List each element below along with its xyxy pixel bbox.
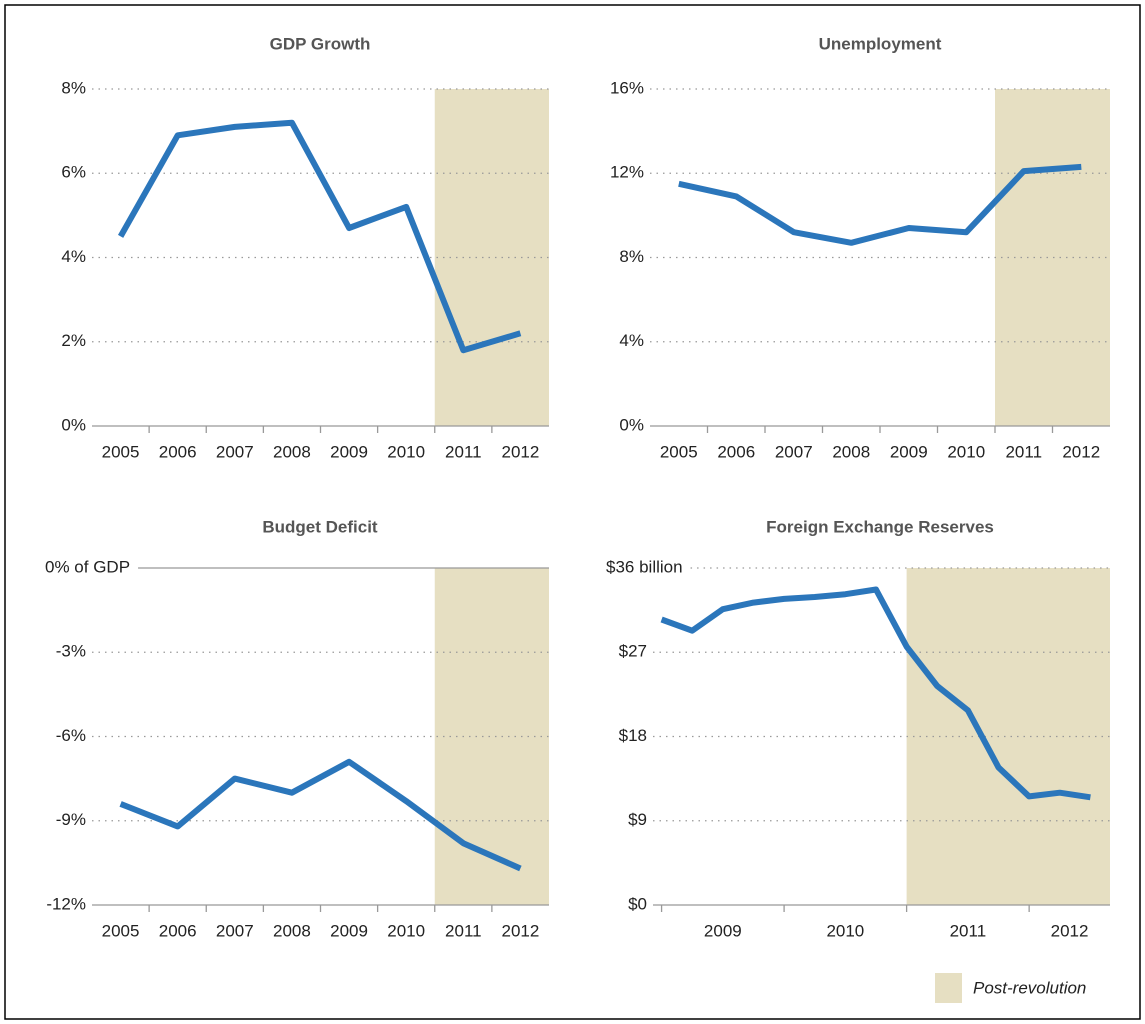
x-tick-label: 2006 — [159, 921, 197, 940]
x-tick-label: 2010 — [947, 442, 985, 461]
x-tick-label: 2008 — [273, 442, 311, 461]
y-tick-label: 12% — [610, 163, 644, 182]
x-tick-label: 2011 — [445, 921, 482, 940]
y-tick-label: 6% — [61, 163, 86, 182]
y-tick-label: 0% — [619, 415, 644, 434]
y-tick-label: 8% — [619, 247, 644, 266]
chart-title: Unemployment — [819, 34, 942, 53]
y-tick-label: 4% — [619, 331, 644, 350]
x-tick-label: 2008 — [273, 921, 311, 940]
x-tick-label: 2012 — [502, 921, 540, 940]
y-tick-label: $0 — [628, 894, 647, 913]
x-tick-label: 2011 — [445, 442, 482, 461]
x-tick-label: 2006 — [717, 442, 755, 461]
x-tick-label: 2008 — [832, 442, 870, 461]
y-tick-label: -9% — [56, 810, 86, 829]
x-tick-label: 2007 — [216, 921, 254, 940]
x-tick-label: 2012 — [1062, 442, 1100, 461]
x-tick-label: 2009 — [890, 442, 928, 461]
x-tick-label: 2010 — [387, 921, 425, 940]
y-tick-label: $27 — [619, 642, 647, 661]
chart-title: Budget Deficit — [262, 517, 378, 536]
y-tick-label: 4% — [61, 247, 86, 266]
x-tick-label: 2011 — [1005, 442, 1042, 461]
y-tick-label: 16% — [610, 78, 644, 97]
x-tick-label: 2012 — [502, 442, 540, 461]
x-tick-label: 2007 — [216, 442, 254, 461]
y-tick-label: $18 — [619, 726, 647, 745]
y-tick-label: -6% — [56, 726, 86, 745]
data-line — [117, 119, 522, 354]
legend-swatch — [935, 973, 962, 1003]
data-line — [660, 586, 1091, 801]
y-tick-label: 0% of GDP — [45, 557, 130, 576]
chart-title: Foreign Exchange Reserves — [766, 517, 994, 536]
x-tick-label: 2005 — [660, 442, 698, 461]
x-tick-label: 2005 — [102, 442, 140, 461]
frame — [4, 4, 1141, 1020]
x-tick-label: 2011 — [950, 921, 987, 940]
x-tick-label: 2010 — [387, 442, 425, 461]
x-tick-label: 2009 — [330, 442, 368, 461]
x-tick-label: 2006 — [159, 442, 197, 461]
legend-label: Post-revolution — [973, 978, 1086, 997]
data-line — [119, 758, 522, 872]
x-tick-label: 2009 — [330, 921, 368, 940]
x-tick-label: 2009 — [704, 921, 742, 940]
y-tick-label: 2% — [61, 331, 86, 350]
data-line — [678, 163, 1082, 246]
y-tick-label: -12% — [46, 894, 86, 913]
chart-title: GDP Growth — [270, 34, 371, 53]
y-tick-label: 8% — [61, 78, 86, 97]
x-tick-label: 2012 — [1051, 921, 1089, 940]
shade — [434, 568, 549, 905]
shade — [434, 89, 549, 426]
shade — [906, 568, 1110, 905]
x-tick-label: 2010 — [826, 921, 864, 940]
y-tick-label: $36 billion — [606, 557, 683, 576]
y-tick-label: $9 — [628, 810, 647, 829]
x-tick-label: 2007 — [775, 442, 813, 461]
y-tick-label: 0% — [61, 415, 86, 434]
x-tick-label: 2005 — [102, 921, 140, 940]
y-tick-label: -3% — [56, 642, 86, 661]
